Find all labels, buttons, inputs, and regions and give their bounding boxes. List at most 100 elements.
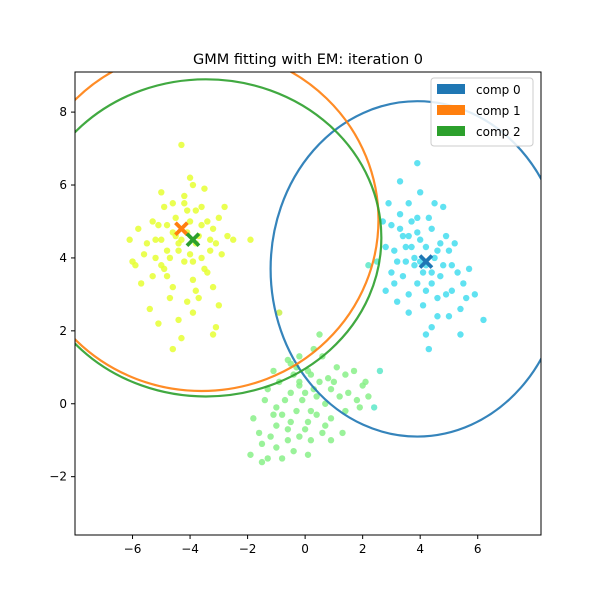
data-point-cluster-0-60 xyxy=(169,345,177,353)
data-point-cluster-0-44 xyxy=(212,323,220,331)
data-point-cluster-1-25 xyxy=(463,294,470,302)
plot-frame xyxy=(74,71,542,536)
data-point-cluster-1-50 xyxy=(442,291,450,298)
data-point-cluster-2-52 xyxy=(307,407,315,415)
data-point-cluster-1-65 xyxy=(391,280,398,287)
data-point-cluster-0-14 xyxy=(215,214,223,222)
data-point-cluster-0-68 xyxy=(204,218,211,225)
data-point-cluster-2-37 xyxy=(290,447,297,455)
data-point-cluster-0-2 xyxy=(169,283,177,291)
data-point-cluster-1-20 xyxy=(428,323,435,331)
data-point-cluster-2-43 xyxy=(247,451,254,458)
data-point-cluster-2-33 xyxy=(255,429,263,437)
data-point-cluster-2-50 xyxy=(270,367,277,375)
data-point-cluster-1-52 xyxy=(405,291,412,298)
data-point-cluster-1-61 xyxy=(422,287,430,294)
data-point-cluster-1-31 xyxy=(414,214,421,222)
data-point-cluster-2-30 xyxy=(284,426,292,433)
data-point-cluster-0-33 xyxy=(209,283,217,291)
data-point-cluster-1-62 xyxy=(393,258,401,265)
data-point-cluster-2-45 xyxy=(299,396,306,404)
data-point-cluster-1-27 xyxy=(454,269,461,276)
legend-label: comp 0 xyxy=(476,83,521,97)
data-point-cluster-1-5 xyxy=(437,272,444,280)
data-point-cluster-0-67 xyxy=(178,236,185,243)
data-point-cluster-2-31 xyxy=(273,422,280,429)
data-point-cluster-2-38 xyxy=(304,451,312,458)
data-point-cluster-0-1 xyxy=(163,221,171,229)
data-point-cluster-2-10 xyxy=(293,407,300,415)
data-point-cluster-2-42 xyxy=(258,458,266,466)
data-point-cluster-1-10 xyxy=(391,247,398,254)
data-point-cluster-1-34 xyxy=(396,178,404,185)
data-point-cluster-2-36 xyxy=(273,444,280,451)
data-point-cluster-1-35 xyxy=(414,159,421,167)
data-point-cluster-0-73 xyxy=(212,240,220,247)
data-point-cluster-1-57 xyxy=(408,218,415,225)
data-point-cluster-2-56 xyxy=(250,415,257,422)
data-point-cluster-0-35 xyxy=(195,294,202,302)
data-point-cluster-0-34 xyxy=(215,302,223,309)
data-point-stray-2 xyxy=(370,404,378,411)
data-point-cluster-1-60 xyxy=(448,262,456,269)
data-point-cluster-2-27 xyxy=(319,429,326,437)
data-point-cluster-1-22 xyxy=(425,345,433,353)
data-point-cluster-0-36 xyxy=(189,309,197,316)
data-point-cluster-0-38 xyxy=(218,251,225,258)
data-point-cluster-0-13 xyxy=(206,236,214,243)
center-marker-comp-0 xyxy=(418,254,434,269)
x-tick-label: −6 xyxy=(124,542,142,556)
data-point-cluster-2-29 xyxy=(296,433,303,440)
legend-label: comp 2 xyxy=(476,125,521,139)
data-point-cluster-1-42 xyxy=(388,221,395,229)
data-point-cluster-0-57 xyxy=(189,181,197,189)
data-point-cluster-2-32 xyxy=(267,433,274,440)
data-point-cluster-1-44 xyxy=(396,210,404,218)
data-point-cluster-2-63 xyxy=(270,411,277,418)
data-point-cluster-0-0 xyxy=(152,236,159,243)
data-point-cluster-1-32 xyxy=(405,200,412,207)
data-point-stray-3 xyxy=(376,367,384,375)
data-point-cluster-2-8 xyxy=(313,411,320,418)
data-point-cluster-1-15 xyxy=(419,302,427,309)
data-point-cluster-1-38 xyxy=(405,232,412,240)
data-point-cluster-1-67 xyxy=(434,313,441,320)
data-point-cluster-0-49 xyxy=(166,254,174,262)
legend-swatch-0 xyxy=(437,84,465,94)
data-point-cluster-2-20 xyxy=(342,371,349,378)
data-point-cluster-0-5 xyxy=(175,247,182,254)
data-point-cluster-0-21 xyxy=(135,225,142,232)
data-point-cluster-0-37 xyxy=(175,316,182,324)
data-point-cluster-0-47 xyxy=(183,207,191,214)
x-tick-label: 6 xyxy=(474,542,482,556)
data-point-cluster-1-56 xyxy=(399,232,407,240)
data-point-cluster-2-24 xyxy=(353,396,361,404)
component-center-markers xyxy=(174,221,434,269)
data-point-cluster-1-64 xyxy=(428,269,435,276)
data-point-cluster-1-4 xyxy=(431,254,438,262)
data-point-cluster-1-6 xyxy=(445,247,453,254)
data-point-cluster-0-17 xyxy=(166,294,174,302)
data-point-cluster-0-54 xyxy=(160,265,168,273)
data-point-cluster-2-57 xyxy=(356,404,363,411)
data-point-cluster-2-34 xyxy=(258,440,266,448)
data-point-cluster-0-42 xyxy=(155,320,162,327)
data-point-cluster-1-47 xyxy=(411,254,418,262)
data-point-cluster-0-43 xyxy=(178,334,185,342)
data-point-cluster-0-25 xyxy=(169,200,177,207)
data-point-cluster-1-45 xyxy=(385,200,392,207)
data-point-cluster-0-22 xyxy=(126,236,133,243)
ellipse-comp-2 xyxy=(75,78,383,398)
data-point-cluster-2-4 xyxy=(316,378,323,386)
data-point-cluster-2-46 xyxy=(313,393,320,400)
data-point-cluster-0-46 xyxy=(198,203,205,211)
data-point-cluster-1-9 xyxy=(399,272,407,280)
data-point-cluster-2-55 xyxy=(316,331,323,338)
data-point-cluster-2-41 xyxy=(278,455,286,462)
data-point-cluster-1-58 xyxy=(425,214,433,222)
data-point-cluster-0-4 xyxy=(192,207,200,214)
data-point-cluster-1-13 xyxy=(393,298,401,305)
ellipse-comp-1 xyxy=(75,72,380,393)
center-marker-comp-2 xyxy=(185,232,201,248)
component-ellipses xyxy=(75,72,541,438)
